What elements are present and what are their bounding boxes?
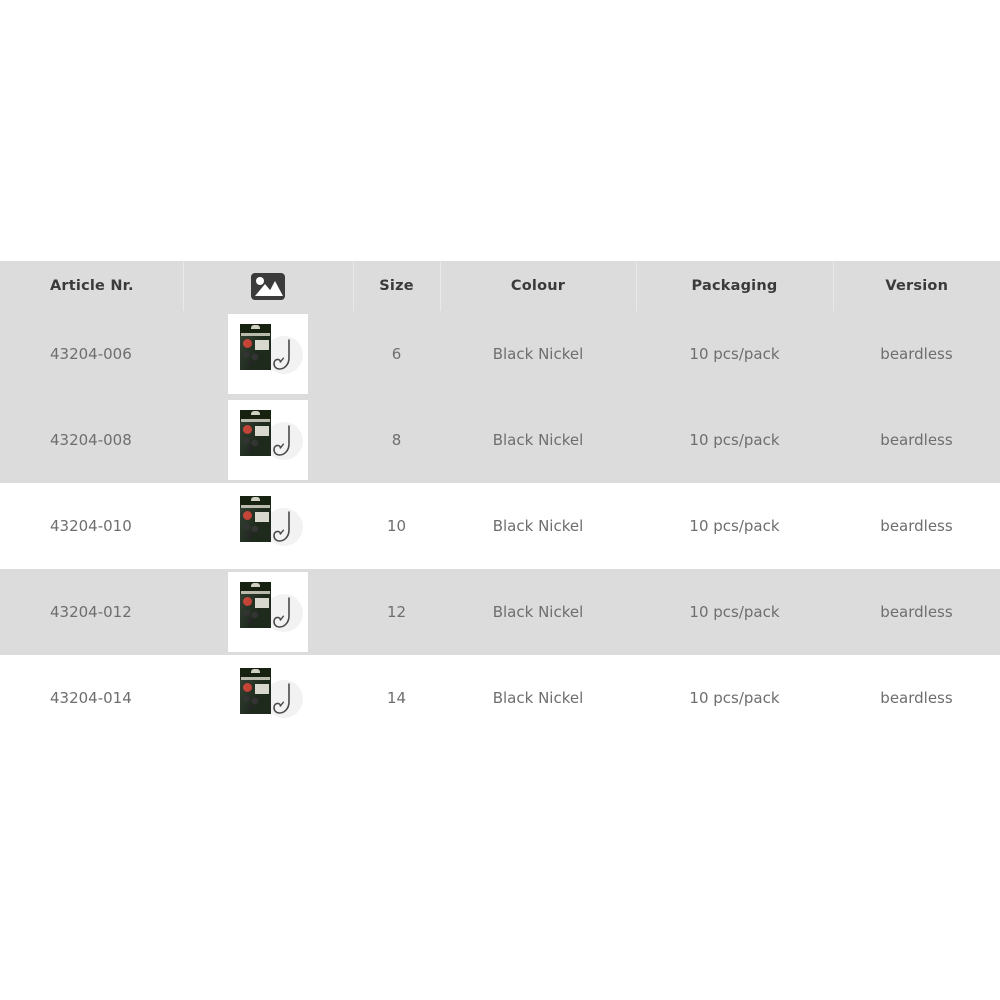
table-row[interactable]: 43204-008 — [0, 397, 1000, 483]
column-header-article-nr[interactable]: Article Nr. — [0, 261, 184, 311]
column-header-packaging[interactable]: Packaging — [635, 261, 834, 311]
package-hang-tab — [251, 583, 260, 587]
package-label-patch — [255, 340, 269, 350]
package-label-patch — [255, 598, 269, 608]
cell-colour: Black Nickel — [492, 517, 584, 535]
image-icon-sun — [256, 276, 264, 285]
package-red-dot — [243, 597, 252, 606]
cell-version: beardless — [880, 517, 953, 535]
package-red-dot — [243, 683, 252, 692]
column-header-image[interactable] — [182, 261, 354, 311]
cell-product-image[interactable] — [183, 311, 353, 397]
cell-colour: Black Nickel — [492, 603, 584, 621]
column-header-colour[interactable]: Colour — [439, 261, 637, 311]
package-hooks-graphic — [243, 437, 263, 453]
product-thumbnail[interactable] — [228, 572, 308, 652]
table-header-row: Article Nr. Size Colour Packaging Versio… — [0, 261, 1000, 311]
table-row[interactable]: 43204-006 — [0, 311, 1000, 397]
table-row[interactable]: 43204-010 — [0, 483, 1000, 569]
package-red-dot — [243, 425, 252, 434]
column-header-size[interactable]: Size — [352, 261, 441, 311]
package-hang-tab — [251, 669, 260, 673]
package-hang-tab — [251, 325, 260, 329]
cell-product-image[interactable] — [183, 655, 353, 741]
cell-article-nr: 43204-010 — [50, 517, 132, 535]
cell-product-image[interactable] — [183, 397, 353, 483]
image-icon-mountain-right — [267, 280, 283, 296]
package-graphic — [240, 324, 271, 370]
cell-packaging: 10 pcs/pack — [689, 431, 780, 449]
package-label-patch — [255, 426, 269, 436]
cell-version: beardless — [880, 345, 953, 363]
cell-product-image[interactable] — [183, 569, 353, 655]
package-brand-band — [241, 677, 270, 680]
package-hang-tab — [251, 411, 260, 415]
cell-size: 8 — [391, 431, 402, 449]
package-brand-band — [241, 505, 270, 508]
cell-packaging: 10 pcs/pack — [689, 517, 780, 535]
image-icon — [251, 272, 285, 300]
cell-article-nr: 43204-008 — [50, 431, 132, 449]
cell-article-nr: 43204-014 — [50, 689, 132, 707]
package-red-dot — [243, 339, 252, 348]
cell-size: 10 — [386, 517, 407, 535]
fishing-hook-icon — [272, 424, 296, 460]
cell-size: 12 — [386, 603, 407, 621]
fishing-hook-icon — [272, 338, 296, 374]
package-label-patch — [255, 684, 269, 694]
cell-packaging: 10 pcs/pack — [689, 345, 780, 363]
cell-version: beardless — [880, 603, 953, 621]
package-graphic — [240, 582, 271, 628]
cell-size: 14 — [386, 689, 407, 707]
package-hooks-graphic — [243, 695, 263, 711]
table-header: Article Nr. Size Colour Packaging Versio… — [0, 261, 1000, 311]
package-graphic — [240, 668, 271, 714]
column-header-version[interactable]: Version — [832, 261, 1000, 311]
package-label-patch — [255, 512, 269, 522]
cell-article-nr: 43204-006 — [50, 345, 132, 363]
package-gloss — [240, 422, 271, 456]
cell-colour: Black Nickel — [492, 431, 584, 449]
cell-colour: Black Nickel — [492, 345, 584, 363]
table-body: 43204-006 — [0, 311, 1000, 741]
fishing-hook-icon — [272, 510, 296, 546]
package-brand-band — [241, 591, 270, 594]
product-thumbnail[interactable] — [228, 658, 308, 738]
product-thumbnail[interactable] — [228, 486, 308, 566]
product-thumbnail[interactable] — [228, 400, 308, 480]
package-gloss — [240, 336, 271, 370]
product-table-container: Article Nr. Size Colour Packaging Versio… — [0, 261, 1000, 741]
package-brand-band — [241, 419, 270, 422]
cell-product-image[interactable] — [183, 483, 353, 569]
fishing-hook-icon — [272, 596, 296, 632]
table-row[interactable]: 43204-014 — [0, 655, 1000, 741]
package-brand-band — [241, 333, 270, 336]
cell-version: beardless — [880, 431, 953, 449]
package-red-dot — [243, 511, 252, 520]
package-hang-tab — [251, 497, 260, 501]
package-gloss — [240, 680, 271, 714]
product-variants-table: Article Nr. Size Colour Packaging Versio… — [0, 261, 1000, 741]
cell-packaging: 10 pcs/pack — [689, 689, 780, 707]
cell-colour: Black Nickel — [492, 689, 584, 707]
cell-version: beardless — [880, 689, 953, 707]
package-graphic — [240, 496, 271, 542]
package-hooks-graphic — [243, 351, 263, 367]
package-gloss — [240, 594, 271, 628]
package-graphic — [240, 410, 271, 456]
fishing-hook-icon — [272, 682, 296, 718]
package-gloss — [240, 508, 271, 542]
package-hooks-graphic — [243, 523, 263, 539]
product-thumbnail[interactable] — [228, 314, 308, 394]
cell-packaging: 10 pcs/pack — [689, 603, 780, 621]
package-hooks-graphic — [243, 609, 263, 625]
table-row[interactable]: 43204-012 — [0, 569, 1000, 655]
cell-size: 6 — [391, 345, 402, 363]
cell-article-nr: 43204-012 — [50, 603, 132, 621]
